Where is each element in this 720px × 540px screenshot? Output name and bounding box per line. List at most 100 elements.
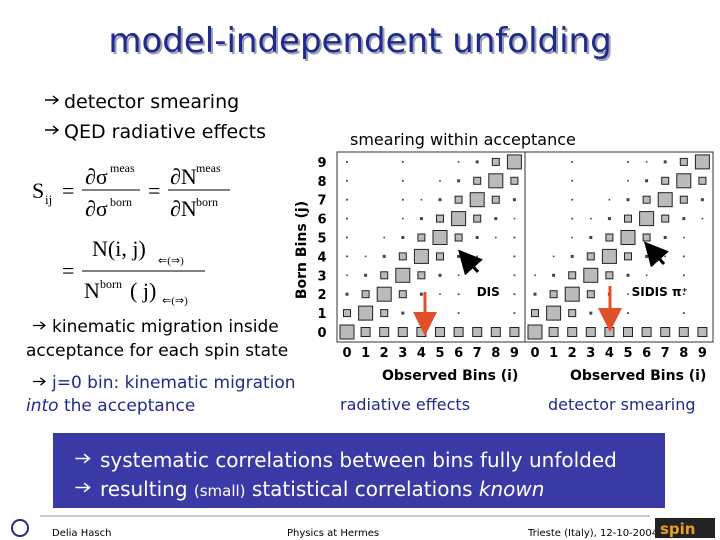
matrix-cell	[626, 273, 630, 277]
pointer-arrow	[644, 241, 669, 268]
matrix-cell	[401, 236, 405, 239]
footer-place: Trieste (Italy), 12-10-2004	[527, 528, 658, 539]
matrix-cell	[346, 236, 348, 239]
formula-text: ⇐(⇒)	[162, 295, 188, 307]
bullet-arrow	[44, 95, 59, 105]
formula-text: =	[62, 258, 74, 283]
x-tick-label: 2	[380, 346, 389, 361]
matrix-cell	[346, 255, 348, 258]
matrix-cell	[546, 305, 562, 321]
formula-text: ∂σ	[85, 196, 108, 221]
matrix-cell	[567, 327, 578, 337]
matrix-cell	[380, 271, 389, 280]
matrix-cell	[527, 324, 543, 340]
formula-text: meas	[196, 161, 221, 175]
matrix-cell	[604, 327, 615, 337]
matrix-cell	[435, 327, 445, 337]
matrix-cell	[513, 255, 516, 258]
matrix-cell	[417, 233, 426, 242]
matrix-cell	[552, 273, 556, 277]
matrix-cell	[568, 309, 577, 318]
matrix-cell	[491, 195, 500, 204]
matrix-cell	[510, 176, 519, 185]
matrix-cell	[439, 180, 441, 182]
y-tick-label: 6	[317, 213, 326, 228]
matrix-cell	[627, 180, 629, 182]
matrix-cell	[586, 290, 595, 299]
formula-text: ∂σ	[85, 164, 108, 189]
matrix-cell	[661, 214, 670, 223]
title-shadow: model-independent unfolding	[110, 23, 613, 63]
matrix-cell	[439, 293, 441, 295]
matrix-cell	[548, 327, 559, 337]
matrix-cell	[339, 324, 355, 340]
matrix-cell	[361, 290, 370, 299]
matrix-cell	[512, 198, 516, 202]
matrix-cell	[534, 274, 536, 277]
x-tick-label: 7	[473, 346, 482, 361]
matrix-cell	[454, 195, 463, 204]
matrix-cell	[436, 252, 444, 261]
bullet-arrow	[32, 321, 46, 330]
matrix-cell	[627, 293, 629, 295]
matrix-cell	[657, 192, 673, 208]
formula-text: meas	[110, 161, 135, 175]
matrix-cell	[694, 154, 710, 170]
matrix-cell	[402, 217, 404, 220]
text: the acceptance	[59, 396, 196, 416]
matrix-cell	[513, 236, 516, 239]
matrix-cell	[476, 255, 478, 258]
matrix-cell	[660, 327, 671, 337]
x-tick-label: 0	[342, 346, 351, 361]
formula-text: N(i, j)	[92, 236, 146, 261]
matrix-cell	[642, 233, 651, 242]
matrix-cell	[571, 179, 574, 182]
bullet-arrow	[44, 125, 59, 135]
hermes-logo	[11, 519, 29, 537]
x-tick-label: 3	[398, 346, 407, 361]
matrix-cell	[509, 327, 520, 337]
matrix-cell	[475, 160, 479, 164]
matrix-cell	[552, 255, 555, 258]
matrix-cell	[589, 311, 593, 315]
bullet: QED radiative effects	[64, 121, 266, 143]
formula-text: S	[32, 178, 44, 203]
matrix-cell	[346, 217, 348, 220]
y-tick-label: 4	[317, 250, 326, 265]
formula-text: =	[148, 178, 160, 203]
y-tick-label: 5	[317, 232, 326, 247]
matrix-cell	[491, 157, 500, 166]
matrix-cell	[620, 230, 636, 245]
x-tick-label: 9	[510, 346, 519, 361]
matrix-cell	[697, 327, 708, 337]
matrix-cell	[475, 236, 479, 239]
matrix-cell	[585, 327, 596, 337]
matrix-cell	[571, 198, 574, 201]
matrix-cell	[570, 254, 574, 258]
matrix-cell	[682, 255, 685, 258]
bullet: kinematic migration inside	[52, 317, 279, 337]
matrix-cell	[513, 293, 516, 296]
matrix-cell	[605, 233, 614, 242]
matrix-cell	[398, 290, 407, 299]
formula-text: ⇐(⇒)	[158, 255, 184, 267]
matrix-cell	[682, 312, 685, 314]
matrix-cell	[419, 292, 423, 296]
annotation: detector smearing	[548, 395, 696, 414]
matrix-cell	[397, 327, 408, 337]
matrix-cell	[420, 198, 423, 201]
x-tick-label: 7	[661, 346, 670, 361]
matrix-cell	[401, 311, 405, 315]
matrix-cell	[679, 157, 688, 166]
matrix-cell	[494, 217, 498, 221]
y-tick-label: 9	[317, 156, 326, 171]
matrix-cell	[642, 195, 651, 204]
italic-text: into	[26, 396, 59, 416]
y-tick-label: 7	[317, 194, 326, 209]
bullet: into the acceptance	[26, 396, 195, 416]
x-tick-label: 8	[679, 346, 688, 361]
formula-text: ( j)	[130, 278, 156, 303]
matrix-cell	[571, 217, 574, 220]
matrix-cell	[364, 255, 367, 258]
